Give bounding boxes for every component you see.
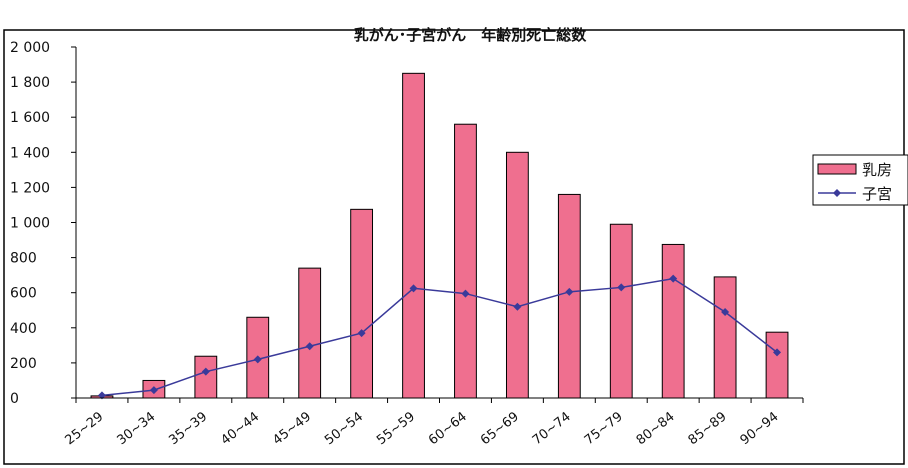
y-tick-label: 1 200 [10,180,50,196]
legend-swatch-bar [817,163,857,175]
bar [609,223,633,399]
chart-title: 乳がん･子宮がん 年齢別死亡総数 [354,26,588,44]
bar [350,208,374,399]
bar [402,72,425,399]
bar [557,193,581,399]
line-path [101,277,778,397]
legend-label-bar: 乳房 [862,161,892,179]
line-series [97,274,782,400]
line-point [253,355,262,364]
line-point [149,386,158,395]
bar-series [90,72,789,399]
line-point [565,287,574,296]
bar [713,276,737,399]
y-tick-label: 800 [10,251,37,267]
line-point [305,342,314,351]
bar [194,355,218,399]
y-axis: 2 000 1 800 1 600 1 400 1 200 1 000 800 600 400 2… [10,40,77,407]
bar [454,123,477,399]
y-tick-label: 1 800 [10,75,50,91]
bar [661,243,685,399]
line-point [409,284,418,293]
line-point [513,302,522,311]
y-tick-label: 1 400 [10,145,50,161]
line-point [461,289,470,298]
y-tick-label: 600 [10,286,37,302]
line-point [721,308,730,317]
bar [298,267,322,399]
y-tick-label: 1 000 [10,216,50,232]
y-tick-label: 2 000 [10,40,50,56]
line-point [617,283,626,292]
bar [765,331,789,399]
y-tick-label: 1 600 [10,110,50,126]
legend: 乳房 子宮 [812,154,908,206]
y-tick-label: 200 [10,356,37,372]
line-point [669,274,678,283]
legend-box [812,154,908,206]
bar [505,151,529,399]
line-point [97,391,106,400]
chart-frame [3,29,905,465]
y-tick-label: 400 [10,321,37,337]
legend-marker-diamond-icon [833,189,841,197]
line-point [773,348,782,357]
line-point [201,367,210,376]
y-tick-label: 0 [10,391,19,407]
line-point [357,329,366,338]
legend-label-line: 子宮 [862,185,892,203]
